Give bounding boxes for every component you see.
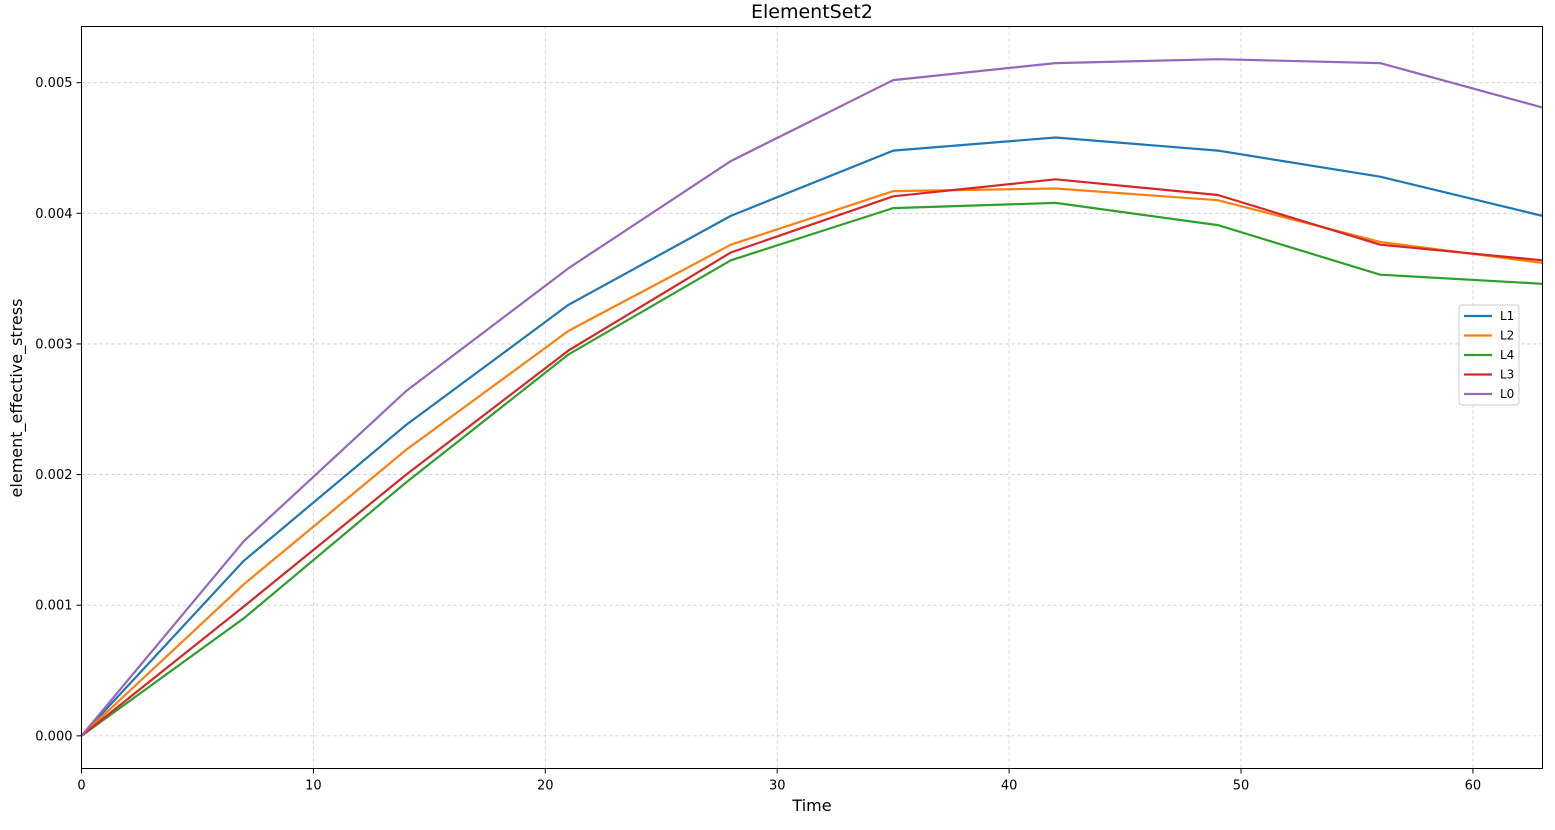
x-axis: 0 10 20 30 40 50 60 (77, 768, 1482, 794)
grid-layer (81, 26, 1543, 769)
series-line-l2 (80, 187, 1543, 737)
legend: L1 L2 L4 L3 L0 (1458, 304, 1520, 406)
x-tick-label: 10 (305, 779, 322, 794)
series-line-l1 (80, 136, 1543, 737)
legend-label-l3: L3 (1500, 368, 1514, 382)
x-axis-label: Time (791, 796, 831, 815)
y-tick-label: 0.002 (35, 468, 72, 483)
series-line-l0 (80, 58, 1543, 737)
x-tick-label: 20 (537, 779, 554, 794)
x-tick-label: 30 (769, 779, 786, 794)
y-tick-label: 0.004 (35, 207, 72, 222)
legend-label-l0: L0 (1500, 387, 1514, 401)
series-layer (80, 58, 1543, 737)
y-tick-label: 0.005 (35, 76, 72, 91)
y-tick-label: 0.001 (35, 599, 72, 614)
x-tick-label: 40 (1001, 779, 1018, 794)
legend-label-l2: L2 (1500, 329, 1514, 343)
plot-frame (81, 26, 1543, 769)
series-line-l3 (80, 178, 1543, 737)
y-axis-label: element_effective_stress (7, 299, 27, 498)
legend-label-l4: L4 (1500, 348, 1514, 362)
legend-label-l1: L1 (1500, 309, 1514, 323)
series-line-l4 (80, 201, 1543, 737)
y-tick-label: 0.000 (35, 729, 72, 744)
x-tick-label: 60 (1465, 779, 1482, 794)
legend-entries: L1 L2 L4 L3 L0 (1464, 309, 1514, 401)
y-tick-label: 0.003 (35, 337, 72, 352)
x-tick-label: 0 (77, 779, 85, 794)
y-axis: 0.000 0.001 0.002 0.003 0.004 0.005 (35, 76, 82, 744)
x-tick-label: 50 (1233, 779, 1250, 794)
chart-title: ElementSet2 (751, 1, 873, 23)
